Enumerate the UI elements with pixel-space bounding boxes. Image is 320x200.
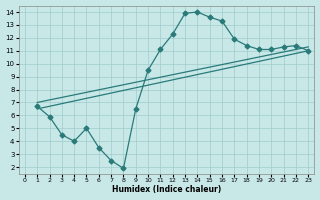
X-axis label: Humidex (Indice chaleur): Humidex (Indice chaleur)	[112, 185, 221, 194]
